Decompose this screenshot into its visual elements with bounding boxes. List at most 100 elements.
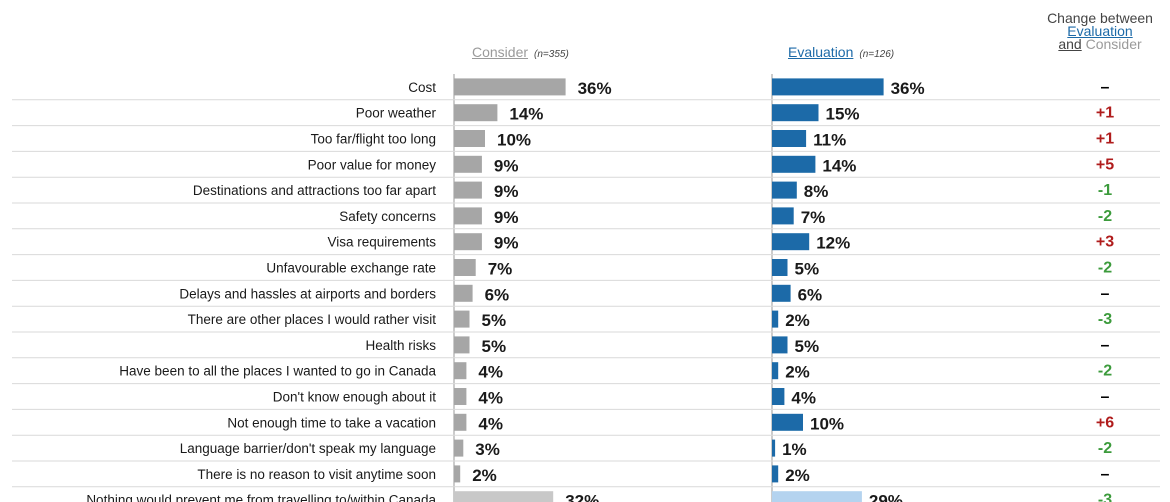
consider-bar — [454, 130, 485, 147]
consider-bar — [454, 181, 482, 199]
evaluation-value-label: 6% — [798, 285, 823, 304]
change-value: – — [1101, 285, 1110, 302]
evaluation-bar — [772, 362, 779, 380]
evaluation-bar — [772, 78, 884, 96]
consider-bar — [454, 465, 461, 483]
change-value: – — [1101, 389, 1110, 406]
consider-header-label: Consider — [472, 44, 529, 60]
consider-bar — [454, 388, 467, 405]
evaluation-value-label: 8% — [804, 182, 829, 201]
evaluation-bar — [772, 181, 797, 199]
evaluation-bar — [772, 284, 791, 302]
consider-value-label: 10% — [497, 131, 531, 150]
consider-bar — [454, 104, 498, 122]
change-value: – — [1101, 466, 1110, 483]
evaluation-bar — [772, 233, 810, 251]
change-value: +3 — [1096, 234, 1114, 251]
evaluation-bar — [772, 259, 788, 276]
consider-bar — [454, 336, 470, 354]
consider-bar — [454, 207, 482, 225]
evaluation-value-label: 10% — [810, 414, 844, 433]
change-value: +1 — [1096, 105, 1114, 122]
change-value: -2 — [1098, 208, 1112, 225]
consider-value-label: 3% — [475, 440, 500, 459]
consider-bar — [454, 413, 467, 431]
evaluation-value-label: 7% — [801, 208, 826, 227]
evaluation-value-label: 14% — [822, 156, 856, 175]
consider-bar — [454, 155, 482, 173]
consider-bar — [454, 233, 482, 251]
evaluation-bar — [772, 155, 816, 173]
evaluation-value-label: 2% — [785, 466, 810, 485]
change-header-line3: and Consider — [1030, 36, 1170, 52]
evaluation-value-label: 29% — [869, 492, 903, 502]
change-value: +5 — [1096, 156, 1114, 173]
consider-value-label: 14% — [509, 105, 543, 124]
evaluation-bar — [772, 310, 779, 328]
change-header-and: and — [1058, 36, 1082, 52]
evaluation-bar — [772, 465, 779, 483]
change-header-line1: Change between — [1047, 10, 1153, 26]
change-value: -2 — [1098, 440, 1112, 457]
change-value: -2 — [1098, 363, 1112, 380]
evaluation-value-label: 12% — [816, 234, 850, 253]
evaluation-value-label: 2% — [785, 363, 810, 382]
change-header: Change between Evaluation and Consider — [1030, 10, 1170, 52]
change-value: -3 — [1098, 311, 1112, 328]
category-label: Not enough time to take a vacation — [227, 415, 436, 430]
evaluation-value-label: 15% — [826, 105, 860, 124]
evaluation-bar — [772, 388, 785, 405]
change-value: – — [1101, 79, 1110, 96]
consider-value-label: 9% — [494, 234, 519, 253]
change-header-consider: Consider — [1085, 36, 1142, 52]
evaluation-value-label: 5% — [795, 260, 820, 279]
consider-value-label: 32% — [565, 492, 599, 502]
consider-bar — [454, 491, 554, 502]
category-label: Nothing would prevent me from travelling… — [86, 493, 436, 502]
evaluation-value-label: 1% — [782, 440, 807, 459]
evaluation-value-label: 11% — [813, 131, 846, 150]
category-label: Health risks — [365, 338, 436, 353]
consider-value-label: 4% — [478, 389, 503, 408]
evaluation-header-label: Evaluation — [788, 44, 854, 60]
consider-bar — [454, 439, 464, 457]
consider-value-label: 4% — [478, 363, 503, 382]
change-value: +1 — [1096, 131, 1114, 148]
consider-bar — [454, 78, 566, 96]
consider-value-label: 6% — [485, 285, 510, 304]
category-label: Destinations and attractions too far apa… — [193, 183, 436, 198]
category-label: Language barrier/don't speak my language — [180, 441, 436, 456]
category-label: Poor value for money — [308, 157, 437, 172]
consider-value-label: 5% — [482, 337, 507, 356]
category-label: Poor weather — [356, 106, 437, 121]
consider-bar — [454, 284, 473, 302]
change-value: -1 — [1098, 182, 1112, 199]
change-value: -2 — [1098, 260, 1112, 277]
change-value: – — [1101, 337, 1110, 354]
change-value: -3 — [1098, 492, 1112, 502]
category-label: Too far/flight too long — [311, 132, 436, 147]
evaluation-bar — [772, 104, 819, 122]
consider-value-label: 9% — [494, 182, 519, 201]
consider-bar — [454, 259, 476, 276]
consider-bar — [454, 310, 470, 328]
consider-value-label: 5% — [482, 311, 507, 330]
change-header-evaluation: Evaluation — [1067, 23, 1133, 39]
evaluation-bar — [772, 413, 803, 431]
category-label: Don't know enough about it — [273, 390, 436, 405]
category-label: Delays and hassles at airports and borde… — [179, 286, 436, 301]
evaluation-bar — [772, 491, 862, 502]
consider-value-label: 4% — [478, 414, 503, 433]
consider-value-label: 36% — [578, 79, 612, 98]
evaluation-bar — [772, 336, 788, 354]
category-label: There are other places I would rather vi… — [188, 312, 437, 327]
evaluation-bar — [772, 130, 807, 147]
evaluation-bar — [772, 207, 794, 225]
consider-value-label: 2% — [472, 466, 497, 485]
consider-bar — [454, 362, 467, 380]
consider-value-label: 7% — [488, 260, 513, 279]
consider-value-label: 9% — [494, 208, 519, 227]
evaluation-bar — [772, 439, 776, 457]
evaluation-value-label: 4% — [791, 389, 816, 408]
evaluation-value-label: 2% — [785, 311, 810, 330]
